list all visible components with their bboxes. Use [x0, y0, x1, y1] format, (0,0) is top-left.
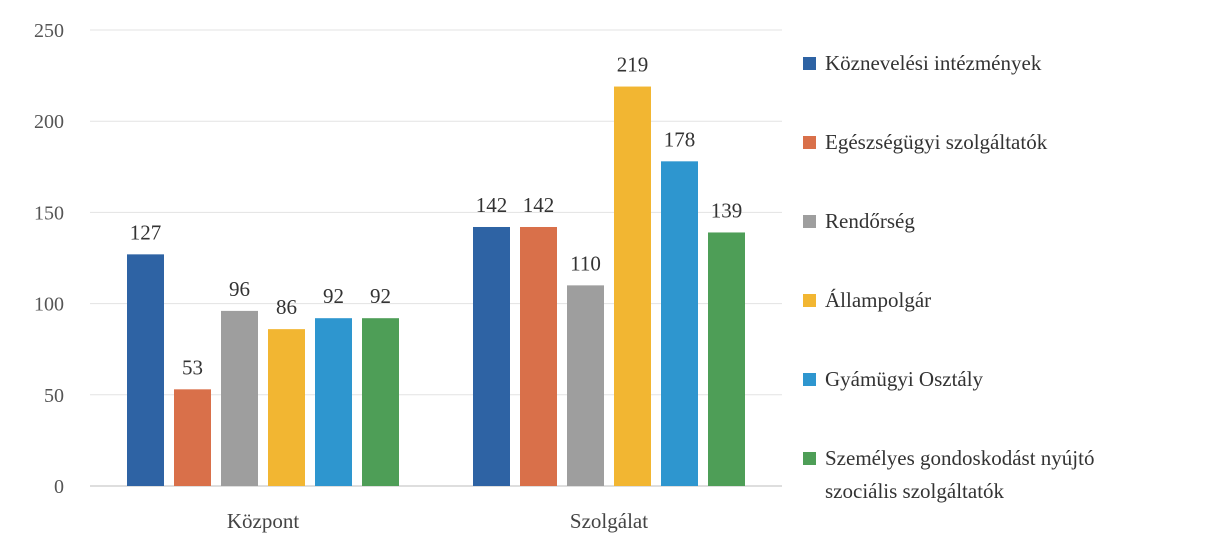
legend-entry: Köznevelési intézmények [825, 51, 1042, 75]
bar [127, 254, 164, 486]
legend-swatch [803, 373, 816, 386]
y-tick-label: 200 [34, 111, 64, 133]
data-label: 92 [323, 284, 344, 308]
bar [708, 232, 745, 486]
data-label: 110 [570, 251, 601, 275]
data-label: 139 [711, 198, 743, 222]
data-label: 178 [664, 127, 696, 151]
legend-swatch [803, 136, 816, 149]
legend-swatch [803, 215, 816, 228]
bar [567, 285, 604, 486]
y-tick-label: 100 [34, 294, 64, 316]
bar [614, 86, 651, 486]
legend-entry: Rendőrség [825, 209, 915, 233]
data-label: 219 [617, 53, 649, 77]
bar [221, 310, 258, 486]
y-tick-label: 250 [34, 20, 64, 42]
bar [268, 329, 305, 486]
data-label: 96 [229, 277, 250, 301]
legend-entry: Állampolgár [825, 288, 931, 312]
y-tick-label: 150 [34, 202, 64, 224]
data-label: 127 [130, 220, 162, 244]
y-tick-label: 50 [44, 385, 64, 407]
data-label: 86 [276, 295, 297, 319]
x-tick-label: Szolgálat [570, 509, 648, 533]
data-label: 92 [370, 284, 391, 308]
legend-swatch [803, 452, 816, 465]
legend-entry: Egészségügyi szolgáltatók [825, 130, 1048, 154]
bar [661, 161, 698, 486]
y-tick-label: 0 [54, 476, 64, 498]
x-tick-label: Központ [227, 509, 299, 533]
bar [315, 318, 352, 486]
data-label: 142 [523, 193, 555, 217]
legend-entry: Személyes gondoskodást nyújtó szociális s… [825, 446, 1094, 503]
legend-swatch [803, 294, 816, 307]
legend-entry: Gyámügyi Osztály [825, 367, 984, 391]
legend-swatch [803, 57, 816, 70]
bar [174, 389, 211, 486]
bar [362, 318, 399, 486]
bar [473, 226, 510, 486]
bar [520, 226, 557, 486]
data-label: 53 [182, 355, 203, 379]
data-label: 142 [476, 193, 508, 217]
